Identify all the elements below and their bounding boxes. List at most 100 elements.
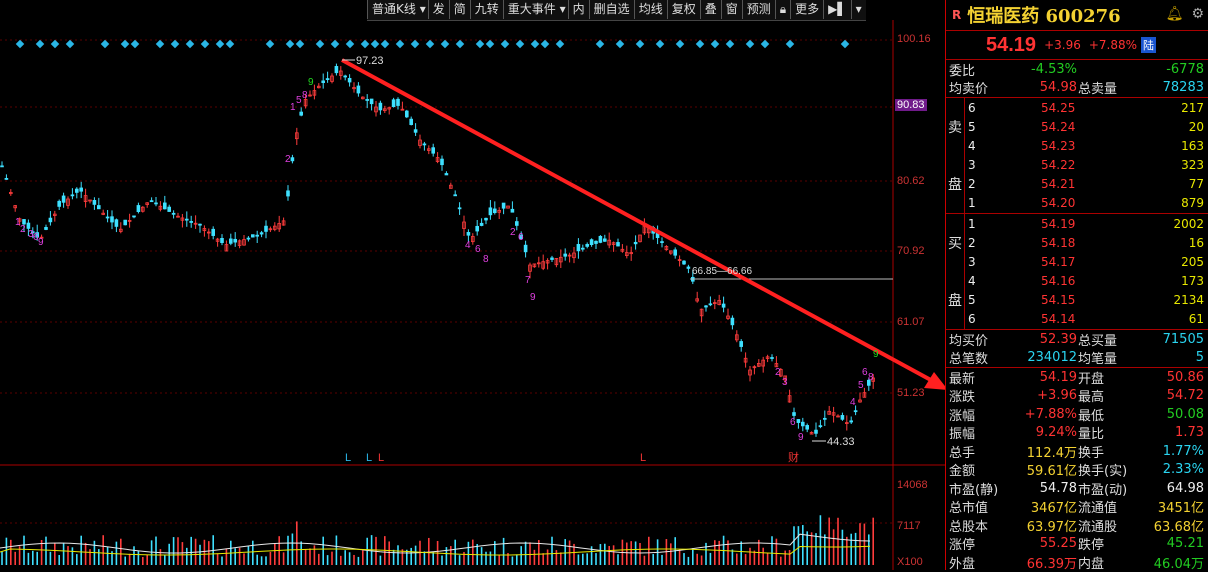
buy-level-row[interactable]: 4 54.16 173 (946, 271, 1208, 290)
expand-arrow-icon[interactable]: ▶▌ (823, 0, 850, 19)
event-diamond-icon (360, 39, 370, 49)
stock-header: R 恒瑞医药 600276 🔔︎ ⚙ (946, 0, 1208, 31)
candle-body (545, 260, 550, 264)
td-sequence-digit: 2 (775, 367, 781, 378)
candle-body (404, 110, 409, 118)
buy-level-row[interactable]: 1 54.19 2002 (946, 214, 1208, 233)
candle-body (779, 368, 783, 377)
candle-body (567, 254, 572, 257)
td-sequence-digit: 9 (873, 349, 879, 360)
quote-label: 流通股 (1078, 519, 1118, 535)
toolbar-forecast-button[interactable]: 预测 (741, 0, 775, 19)
kline-type-select[interactable]: 普通K线 ▾ (367, 0, 428, 19)
td-sequence-digit: 2 (510, 227, 516, 238)
candle-body (13, 205, 18, 209)
candle-body (119, 228, 123, 232)
event-diamond-icon (675, 39, 685, 49)
candle-body (206, 231, 211, 234)
toolbar-jian-button[interactable]: 简 (448, 0, 470, 19)
quote-label: 总市值 (949, 501, 989, 517)
candle-body (673, 249, 677, 256)
buy-level-row[interactable]: 6 54.14 61 (946, 310, 1208, 329)
candle-body (4, 178, 9, 180)
toolbar-overlay-button[interactable]: 叠 (699, 0, 721, 19)
quote-label: 最低 (1078, 408, 1105, 424)
quote-value: 46.04万 (1153, 556, 1204, 572)
buy-level-row[interactable]: 5 54.15 2134 (946, 290, 1208, 309)
toolbar-window-button[interactable]: 窗 (720, 0, 742, 19)
event-diamond-icon (285, 39, 295, 49)
quote-label: 最新 (949, 371, 976, 387)
lock-icon[interactable]: 🔒︎ (774, 0, 790, 19)
toolbar-more-button[interactable]: 更多 (790, 0, 823, 19)
level-price: 54.24 (1041, 119, 1076, 134)
candle-body (228, 238, 233, 244)
td-sequence-digit: 2 (285, 154, 291, 165)
candle-body (845, 422, 849, 425)
candle-body (827, 410, 831, 415)
avg-trade-label: 均笔量 (1078, 352, 1118, 368)
quote-row: 总市值 3467亿 流通值 3451亿 (946, 498, 1208, 517)
candle-body (347, 77, 352, 83)
chevron-down-icon[interactable]: ▾ (850, 0, 866, 19)
quote-row: 涨幅 +7.88% 最低 50.08 (946, 405, 1208, 424)
event-diamond-icon (265, 39, 275, 49)
candle-body (330, 75, 334, 82)
toolbar-ma-button[interactable]: 均线 (633, 0, 667, 19)
event-diamond-icon (760, 39, 770, 49)
candle-body (409, 118, 413, 126)
candle-body (154, 202, 158, 205)
candle-body (53, 213, 57, 216)
toolbar-remove-watchlist-button[interactable]: 删自选 (588, 0, 634, 19)
quote-value: 3467亿 (1030, 501, 1077, 517)
td-sequence-digit: 9 (798, 432, 804, 443)
sell-level-row[interactable]: 3 54.22 323 (946, 155, 1208, 174)
sell-level-row[interactable]: 1 54.20 879 (946, 194, 1208, 213)
candle-body (523, 244, 528, 253)
level-number: 6 (968, 100, 976, 115)
level-number: 5 (968, 119, 976, 134)
buy-level-row[interactable]: 3 54.17 205 (946, 252, 1208, 271)
candle-body (189, 221, 194, 223)
quote-value: 2.33% (1162, 462, 1204, 478)
buy-level-row[interactable]: 2 54.18 16 (946, 233, 1208, 252)
sell-level-row[interactable]: 6 54.25 217 (946, 98, 1208, 117)
td-sequence-digit: 3 (28, 229, 34, 240)
candle-body (360, 96, 365, 100)
bell-icon[interactable]: 🔔︎ (1165, 6, 1184, 22)
event-diamond-icon (475, 39, 485, 49)
buy-label-char: 买 (948, 235, 962, 252)
webi-value: -4.53% (1031, 61, 1077, 77)
candle-body (796, 419, 801, 423)
quote-value: 64.98 (1166, 480, 1204, 496)
candle-body (484, 217, 488, 221)
sell-level-row[interactable]: 5 54.24 20 (946, 117, 1208, 136)
candle-body (572, 252, 576, 259)
toolbar-fa-button[interactable]: 发 (427, 0, 449, 19)
gear-icon[interactable]: ⚙ (1191, 6, 1204, 22)
sell-level-row[interactable]: 2 54.21 77 (946, 174, 1208, 193)
candle-body (713, 302, 717, 305)
trend-arrow-icon (924, 372, 945, 390)
quote-value: 54.78 (1039, 480, 1077, 496)
candle-body (748, 369, 752, 376)
td-sequence-digit: 2 (20, 224, 26, 235)
kline-chart-area[interactable]: 97.23 44.33 66.85—66.66 L L L L 财 1 2 3 6 9 1 5 8 9 2 4 6 8 2… (0, 0, 945, 570)
stock-name[interactable]: 恒瑞医药 600276 (967, 2, 1120, 28)
toolbar-nei-button[interactable]: 内 (567, 0, 589, 19)
toolbar-adjust-button[interactable]: 复权 (666, 0, 700, 19)
candle-body (594, 240, 598, 244)
event-diamond-icon (185, 39, 195, 49)
trades-row: 总笔数 234012 均笔量 5 (946, 349, 1208, 368)
toolbar-events-select[interactable]: 重大事件 ▾ (502, 0, 568, 19)
quote-label: 流通值 (1078, 501, 1118, 517)
candle-body (158, 205, 163, 210)
td-sequence-digit: 8 (483, 254, 489, 265)
event-diamond-icon (530, 39, 540, 49)
candle-body (563, 253, 567, 257)
candle-body (426, 148, 431, 151)
level-number: 1 (968, 196, 976, 211)
sell-level-row[interactable]: 4 54.23 163 (946, 136, 1208, 155)
toolbar-jiuzhuan-button[interactable]: 九转 (469, 0, 503, 19)
